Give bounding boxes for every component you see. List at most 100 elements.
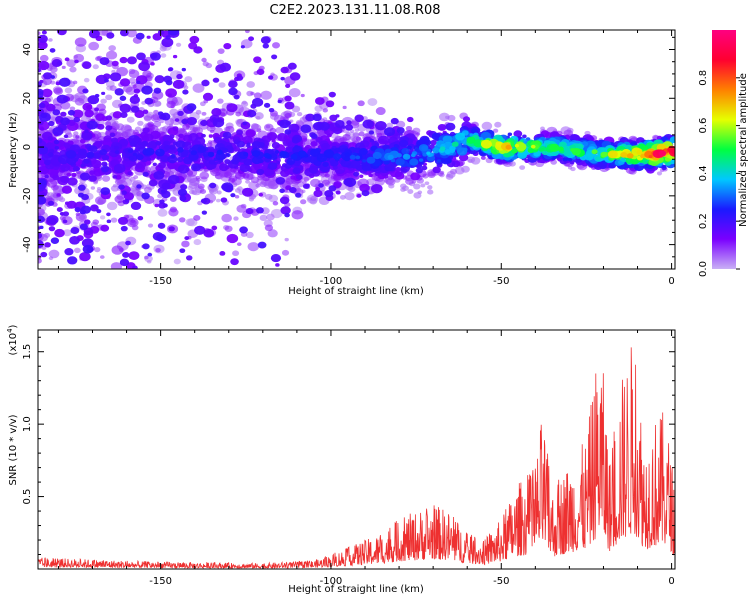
heatmap-cell: [366, 156, 376, 164]
heatmap-cell: [105, 115, 113, 121]
heatmap-cell: [275, 176, 286, 185]
heatmap-cell: [125, 240, 131, 246]
heatmap-cell: [64, 248, 74, 256]
heatmap-cell: [135, 163, 143, 169]
heatmap-cell: [105, 94, 113, 101]
heatmap-cell: [247, 242, 260, 252]
heatmap-cell: [211, 108, 222, 117]
heatmap-cell: [219, 62, 231, 72]
heatmap-cell: [310, 178, 321, 188]
heatmap-cell: [138, 61, 150, 72]
heatmap-cell: [422, 152, 428, 157]
heatmap-cell: [421, 165, 428, 171]
snr-y-tick-label: 1.5: [22, 344, 33, 360]
spectrogram-y-ticks: -40 -20 0 20 40: [22, 36, 675, 270]
heatmap-cell: [444, 149, 451, 155]
heatmap-cell: [230, 193, 236, 198]
heatmap-cell: [66, 59, 76, 68]
heatmap-cell: [48, 148, 55, 154]
snr-y-tick-label: 0.5: [22, 489, 33, 505]
heatmap-cell: [147, 140, 158, 149]
heatmap-cell: [393, 144, 399, 149]
spectrogram-y-label: Frequency (Hz): [8, 112, 19, 188]
heatmap-cell: [200, 119, 208, 127]
heatmap-cell: [230, 258, 239, 266]
heatmap-cell: [88, 145, 98, 153]
heatmap-cell: [291, 136, 300, 144]
heatmap-cell: [40, 113, 48, 119]
heatmap-cell: [142, 171, 149, 177]
heatmap-cell: [78, 148, 87, 156]
heatmap-cell: [46, 103, 56, 112]
heatmap-cell: [114, 88, 124, 96]
heatmap-cell: [158, 162, 166, 169]
heatmap-cell: [128, 69, 140, 79]
heatmap-cell: [255, 183, 261, 188]
heatmap-cell: [170, 153, 176, 158]
heatmap-cell: [332, 126, 343, 135]
heatmap-cell: [108, 45, 116, 52]
heatmap-cell: [147, 121, 154, 127]
heatmap-cell: [207, 151, 215, 158]
snr-frame: [37, 329, 676, 570]
heatmap-cell: [562, 157, 568, 162]
heatmap-cell: [100, 224, 110, 232]
heatmap-cell: [112, 111, 123, 119]
heatmap-cell: [219, 250, 226, 256]
heatmap-cell: [168, 67, 174, 72]
heatmap-cell: [72, 165, 80, 172]
heatmap-cell: [275, 160, 281, 165]
heatmap-cell: [405, 125, 413, 132]
heatmap-cell: [126, 30, 137, 38]
heatmap-cell: [111, 60, 119, 67]
heatmap-cell: [38, 195, 47, 205]
heatmap-cell: [209, 187, 219, 195]
heatmap-cell: [334, 147, 341, 153]
heatmap-cell: [129, 141, 137, 147]
heatmap-cell: [155, 148, 165, 157]
heatmap-cell: [427, 189, 434, 195]
heatmap-cell: [128, 77, 137, 84]
heatmap-cell: [233, 94, 240, 100]
heatmap-cell: [340, 158, 352, 168]
heatmap-cell: [268, 75, 274, 80]
heatmap-cell: [519, 165, 526, 170]
heatmap-cell: [325, 100, 335, 108]
heatmap-cell: [250, 123, 259, 130]
heatmap-cell: [175, 42, 182, 47]
heatmap-cell: [181, 118, 189, 125]
heatmap-cell: [345, 124, 354, 131]
heatmap-cell: [415, 167, 423, 174]
heatmap-cell: [321, 143, 331, 151]
heatmap-cell: [146, 35, 151, 39]
colorbar-tick-label: 0.0: [698, 261, 709, 277]
heatmap-cell: [80, 163, 86, 168]
heatmap-cell: [468, 158, 473, 163]
heatmap-cell: [79, 138, 86, 144]
heatmap-cell: [166, 100, 176, 109]
heatmap-cell: [180, 184, 188, 190]
heatmap-cell: [236, 140, 245, 148]
heatmap-cell: [146, 259, 152, 264]
heatmap-cell: [324, 190, 334, 198]
heatmap-cell: [102, 175, 111, 182]
heatmap-cell: [221, 108, 226, 112]
heatmap-cell: [106, 50, 118, 60]
spectrogram-x-tick-label: -150: [149, 276, 172, 287]
heatmap-cell: [105, 125, 113, 131]
heatmap-cell: [522, 134, 527, 139]
snr-x-tick-label: -150: [149, 576, 172, 587]
heatmap-cell: [104, 78, 109, 83]
heatmap-cell: [178, 217, 186, 223]
heatmap-cell: [154, 203, 159, 208]
heatmap-cell: [167, 162, 176, 170]
heatmap-cell: [59, 211, 65, 216]
heatmap-cell: [353, 171, 360, 177]
heatmap-cell: [56, 61, 63, 66]
heatmap-cell: [272, 201, 279, 206]
heatmap-cell: [63, 134, 69, 139]
heatmap-cell: [79, 252, 91, 262]
heatmap-cell: [175, 140, 186, 149]
heatmap-cell: [439, 146, 446, 152]
heatmap-cell: [300, 199, 307, 205]
